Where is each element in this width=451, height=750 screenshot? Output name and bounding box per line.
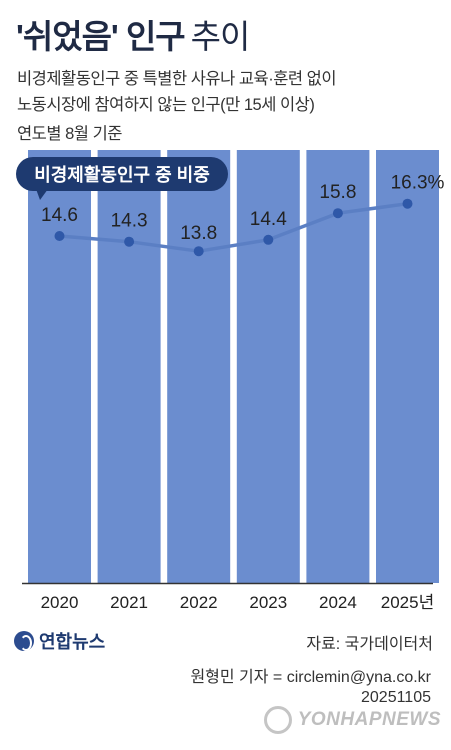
share-point-2024 [332, 208, 343, 219]
chart-title: '쉬었음' 인구 추이 [16, 10, 251, 58]
share-label-2021: 14.3 [111, 211, 148, 232]
publish-date: 20251105 [361, 689, 431, 706]
watermark-icon [263, 706, 292, 734]
subtitle: 비경제활동인구 중 특별한 사유나 교육·훈련 없이 노동시장에 참여하지 않는… [17, 66, 337, 118]
x-tick-label-2021: 2021 [110, 593, 148, 612]
legend-label: 비경제활동인구 중 비중 [34, 165, 210, 185]
share-point-2025년 [402, 198, 413, 209]
bar-2021 [97, 150, 161, 583]
subtitle-line-2: 노동시장에 참여하지 않는 인구(만 15세 이상) [17, 96, 315, 114]
chart-area: 246240224232257264만 명2020202120222023202… [16, 150, 445, 612]
share-label-2025년: 16.3% [391, 173, 445, 194]
yonhap-logo-icon [14, 631, 34, 651]
share-point-2023 [263, 234, 274, 245]
subtitle-line-1: 비경제활동인구 중 특별한 사유나 교육·훈련 없이 [17, 70, 337, 88]
watermark: YONHAPNEWS [263, 706, 441, 734]
share-label-2024: 15.8 [319, 182, 356, 203]
title-light: 추이 [190, 18, 251, 55]
x-tick-label-2024: 2024 [319, 593, 357, 612]
share-point-2022 [193, 246, 204, 257]
logo-text: 연합뉴스 [39, 632, 106, 652]
share-label-2020: 14.6 [41, 205, 78, 226]
credit: 원형민 기자 = circlemin@yna.co.kr 20251105 [190, 668, 431, 708]
source-text: 자료: 국가데이터처 [306, 636, 433, 653]
legend-pointer [36, 189, 48, 200]
bar-2022 [167, 150, 231, 583]
title-strong: '쉬었음' 인구 [16, 18, 186, 55]
reporter-credit: 원형민 기자 = circlemin@yna.co.kr [190, 669, 431, 686]
x-tick-label-2025년: 2025년 [381, 593, 434, 612]
share-label-2022: 13.8 [180, 223, 217, 244]
legend-pill [16, 157, 228, 191]
bar-2023 [236, 150, 300, 583]
yonhap-logo: 연합뉴스 [14, 628, 105, 654]
bar-2025년 [376, 150, 439, 583]
x-tick-label-2023: 2023 [249, 593, 287, 612]
bar-2020 [28, 150, 91, 583]
share-point-2020 [54, 231, 65, 241]
watermark-text: YONHAPNEWS [297, 709, 441, 730]
share-label-2023: 14.4 [250, 209, 287, 230]
x-tick-label-2022: 2022 [180, 593, 218, 612]
basis-note: 연도별 8월 기준 [17, 125, 122, 143]
share-line [59, 201, 408, 253]
share-point-2021 [124, 236, 135, 247]
x-tick-label-2020: 2020 [41, 593, 79, 612]
